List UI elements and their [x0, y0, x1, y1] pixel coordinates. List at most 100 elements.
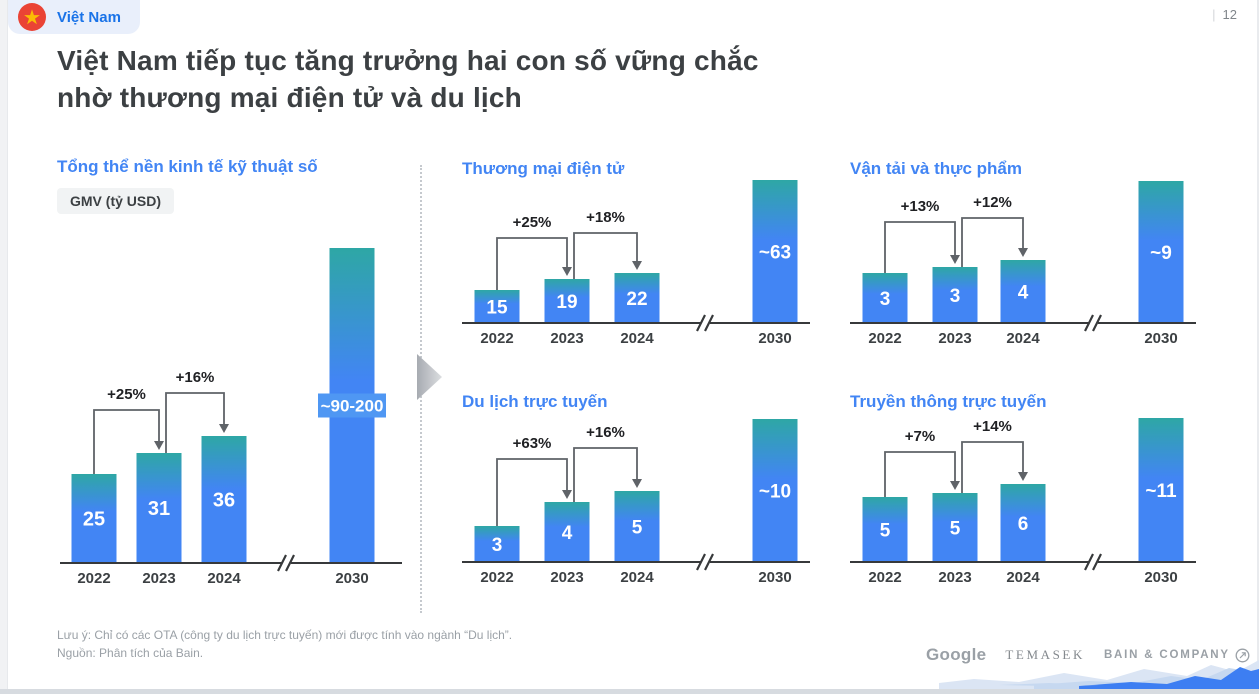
value-label-2023: 31: [148, 498, 170, 520]
growth-arrowhead-2: [219, 424, 229, 433]
chart-online-travel: 3 2022 4 2023 5 2024 ~10 2030 +63% +16%: [455, 415, 815, 586]
year-label-2030: 2030: [1144, 330, 1177, 345]
year-label-2024: 2024: [620, 569, 654, 585]
value-label-2024: 4: [1018, 283, 1029, 304]
axis-break-slash-2: [285, 554, 295, 572]
value-label-2030: ~63: [759, 243, 791, 264]
value-label-2023: 3: [950, 286, 961, 307]
year-label-2030: 2030: [758, 330, 791, 345]
bar-2024: [1000, 260, 1046, 323]
year-label-2030: 2030: [758, 569, 791, 585]
growth-arrowhead-1: [562, 267, 572, 276]
value-label-2022: 15: [486, 298, 508, 319]
growth-arrow-2: [961, 441, 1024, 493]
axis-break-slash-2: [1092, 553, 1102, 571]
temasek-logo: TEMASEK: [1005, 647, 1085, 662]
bar-2023: [544, 279, 590, 323]
growth-arrow-2: [573, 447, 638, 502]
value-label-2023: 19: [556, 292, 577, 313]
chart-ecommerce: 15 2022 19 2023 22 2024 ~63 2030 +25% +18%: [455, 180, 815, 347]
value-label-2030: ~11: [1145, 481, 1177, 502]
projection-label-bg: [318, 393, 386, 418]
value-label-2023: 5: [950, 519, 961, 540]
year-label-2022: 2022: [480, 330, 513, 345]
year-label-2030: 2030: [335, 570, 368, 587]
bar-2030: [1138, 418, 1184, 562]
bar-2030: [752, 419, 798, 562]
bar-chart-svg: 3 2022 3 2023 4 2024 ~9 2030 +13% +12%: [850, 181, 1196, 347]
gmv-unit-badge: GMV (tỷ USD): [57, 188, 174, 214]
growth-arrowhead-2: [1018, 472, 1028, 481]
year-label-2024: 2024: [620, 330, 654, 345]
bar-2030: [752, 180, 798, 323]
bar-2030: [1138, 181, 1184, 323]
bar-2024: [201, 436, 247, 563]
right-edge-line: [1257, 0, 1259, 694]
left-edge-strip: [0, 0, 8, 694]
chart-title-online-media: Truyền thông trực tuyến: [850, 392, 1047, 411]
bar-2022: [474, 290, 520, 323]
chart-title-ecommerce: Thương mại điện tử: [462, 159, 625, 178]
google-logo: Google: [926, 645, 987, 664]
value-label-2030: ~90-200: [321, 397, 384, 416]
bar-chart-svg: 25 2022 31 2023 36 2024 ~90-200 2030 +25% +16%: [60, 248, 402, 587]
brand-logos: Google TEMASEK BAIN & COMPANY: [926, 645, 1250, 665]
year-label-2023: 2023: [938, 569, 971, 585]
axis-break-slash-1: [696, 553, 706, 571]
growth-label-1: +25%: [107, 386, 146, 403]
axis-break-gap: [282, 561, 291, 565]
bar-2023: [544, 502, 590, 562]
bar-2023: [932, 267, 978, 323]
page-title: Việt Nam tiếp tục tăng trưởng hai con số…: [57, 42, 759, 116]
growth-arrow-1: [496, 237, 568, 290]
value-label-2030: ~10: [759, 482, 791, 503]
bar-chart-svg: 3 2022 4 2023 5 2024 ~10 2030 +63% +16%: [462, 419, 810, 586]
value-label-2024: 22: [626, 289, 647, 310]
axis-break-slash-2: [1092, 314, 1102, 332]
vietnam-flag-icon: [18, 3, 46, 31]
value-label-2022: 3: [880, 289, 891, 310]
year-label-2024: 2024: [207, 570, 241, 587]
bain-company-logo: BAIN & COMPANY: [1104, 648, 1250, 663]
year-label-2022: 2022: [480, 569, 513, 585]
footnote-source: Nguồn: Phân tích của Bain.: [57, 646, 204, 660]
growth-arrowhead-2: [632, 479, 642, 488]
country-label: Việt Nam: [57, 8, 121, 26]
growth-arrow-1: [93, 409, 160, 474]
growth-label-1: +13%: [901, 198, 940, 215]
chart-title-overall: Tổng thể nền kinh tế kỹ thuật số: [57, 157, 318, 176]
bottom-edge-strip: [0, 689, 1259, 694]
growth-arrowhead-2: [1018, 248, 1028, 257]
bar-2024: [1000, 484, 1046, 562]
bar-2023: [136, 453, 182, 563]
growth-label-1: +7%: [905, 428, 935, 445]
bar-chart-svg: 5 2022 5 2023 6 2024 ~11 2030 +7% +14%: [850, 418, 1196, 586]
growth-arrowhead-1: [950, 255, 960, 264]
value-label-2022: 25: [83, 509, 105, 531]
value-label-2024: 5: [632, 518, 643, 539]
growth-label-2: +14%: [973, 418, 1012, 435]
growth-label-1: +63%: [513, 435, 552, 452]
footnote-note: Lưu ý: Chỉ có các OTA (công ty du lịch t…: [57, 628, 513, 642]
page-number: | 12: [1212, 7, 1237, 22]
growth-arrow-2: [165, 392, 225, 453]
year-label-2022: 2022: [77, 570, 110, 587]
year-label-2024: 2024: [1006, 569, 1040, 585]
value-label-2023: 4: [562, 523, 573, 544]
chart-online-media: 5 2022 5 2023 6 2024 ~11 2030 +7% +14%: [843, 415, 1203, 586]
chart-transport-food: 3 2022 3 2023 4 2024 ~9 2030 +13% +12%: [843, 180, 1203, 347]
bar-2024: [614, 273, 660, 323]
year-label-2022: 2022: [868, 569, 901, 585]
growth-arrowhead-1: [154, 441, 164, 450]
value-label-2022: 3: [492, 535, 503, 556]
axis-break-slash-1: [1084, 314, 1094, 332]
bain-circle-icon: [1235, 648, 1250, 662]
axis-break-slash-1: [696, 314, 706, 332]
bar-2022: [862, 497, 908, 562]
country-chip: Việt Nam: [8, 0, 140, 34]
year-label-2023: 2023: [550, 569, 583, 585]
axis-break-gap: [1089, 560, 1098, 564]
chart-title-transport-food: Vận tải và thực phẩm: [850, 159, 1022, 178]
axis-break-slash-1: [277, 554, 287, 572]
